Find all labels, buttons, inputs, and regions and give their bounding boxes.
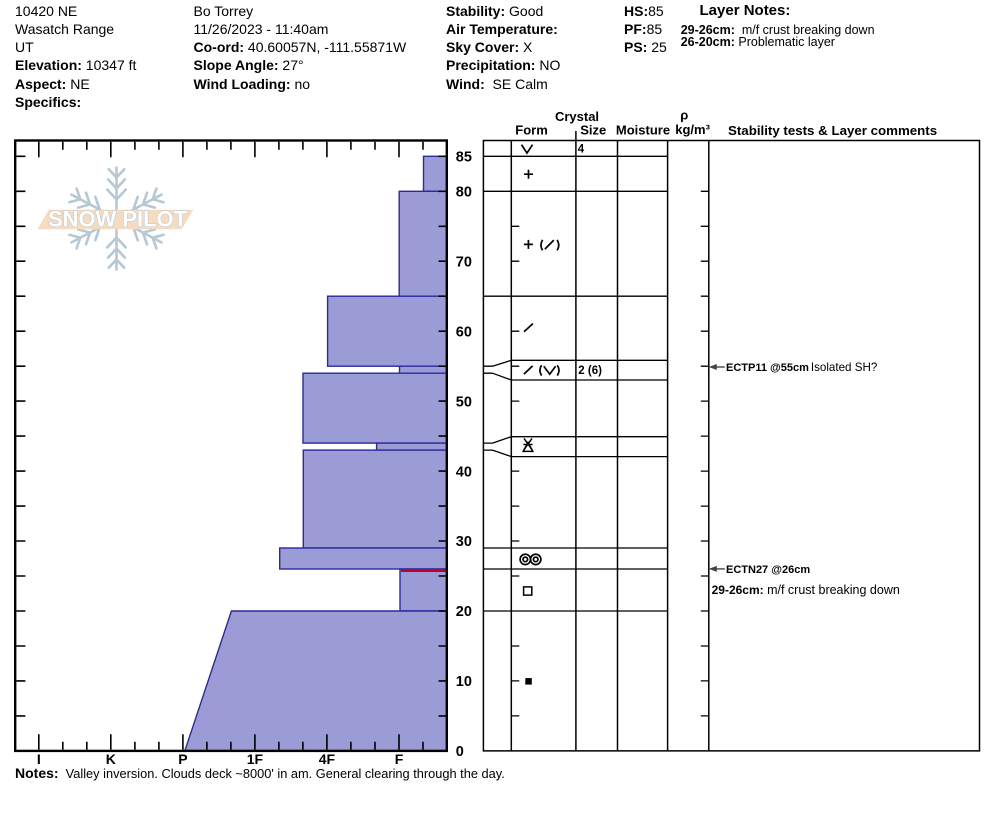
- svg-text:20: 20: [456, 604, 472, 620]
- svg-text:kg/m³: kg/m³: [675, 122, 710, 137]
- svg-text:30: 30: [456, 534, 472, 550]
- svg-text:2 (6): 2 (6): [578, 365, 602, 377]
- svg-text:SNOW PILOT: SNOW PILOT: [48, 207, 187, 232]
- svg-text:F: F: [395, 751, 404, 767]
- svg-text:ρ: ρ: [680, 107, 688, 122]
- svg-text:Form: Form: [515, 123, 548, 138]
- svg-text:29-26cm: m/f crust breaking do: 29-26cm: m/f crust breaking down: [712, 583, 900, 597]
- svg-text:P: P: [178, 751, 187, 767]
- svg-text:80: 80: [456, 185, 472, 201]
- svg-text:4: 4: [578, 143, 585, 155]
- svg-text:Crystal: Crystal: [555, 109, 599, 124]
- svg-text:50: 50: [456, 394, 472, 410]
- svg-text:85: 85: [456, 150, 472, 166]
- svg-text:1F: 1F: [247, 751, 264, 767]
- svg-text:4F: 4F: [319, 751, 336, 767]
- svg-text:Stability tests & Layer commen: Stability tests & Layer comments: [728, 123, 937, 138]
- svg-text:ECTN27 @26cm: ECTN27 @26cm: [726, 564, 810, 576]
- svg-text:60: 60: [456, 324, 472, 340]
- svg-text:0: 0: [456, 744, 464, 760]
- svg-text:70: 70: [456, 254, 472, 270]
- svg-text:Size: Size: [580, 123, 606, 138]
- svg-text:K: K: [106, 751, 116, 767]
- svg-text:I: I: [37, 751, 41, 767]
- svg-text:10: 10: [456, 674, 472, 690]
- svg-text:40: 40: [456, 464, 472, 480]
- svg-text:Moisture: Moisture: [616, 123, 670, 138]
